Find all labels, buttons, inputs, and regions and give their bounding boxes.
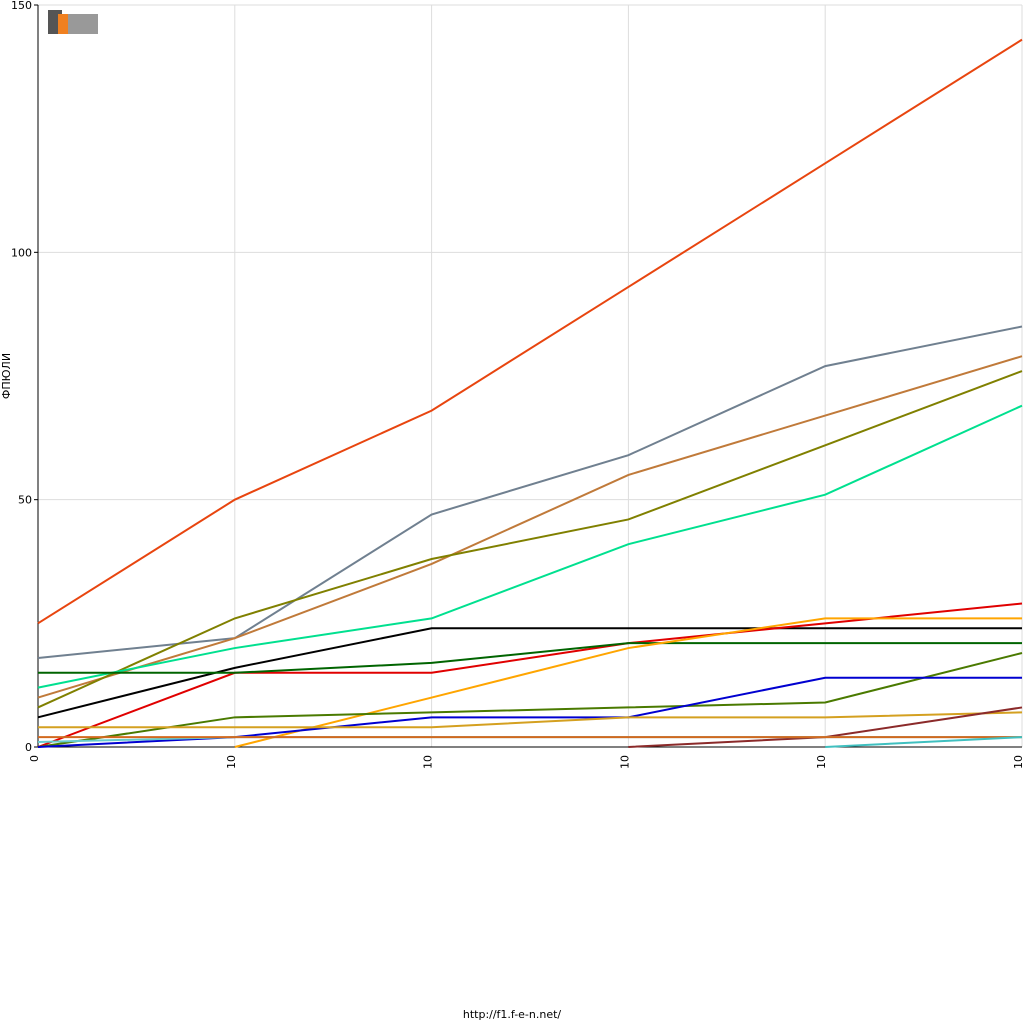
series-line — [38, 642, 1022, 674]
x-tick-label: 10 — [225, 755, 238, 769]
series-line — [37, 602, 1023, 748]
series-line — [38, 711, 1023, 729]
series-line — [37, 627, 1022, 719]
series-line — [825, 736, 1023, 748]
series-line — [37, 38, 1023, 625]
logo-block — [68, 14, 98, 34]
y-tick-label: 150 — [11, 0, 32, 12]
footer: http://f1.f-e-n.net/ — [463, 1008, 562, 1021]
y-tick-label: 0 — [25, 741, 32, 754]
series-line — [37, 404, 1023, 689]
x-tick-label: 10 — [1012, 755, 1024, 769]
series-line — [37, 355, 1023, 699]
y-tick-label: 100 — [11, 246, 32, 259]
series-line — [37, 652, 1023, 748]
y-axis-label: ФПЮЛИ — [0, 353, 13, 399]
x-tick-label: 10 — [422, 755, 435, 769]
series-line — [37, 325, 1023, 659]
y-tick-label: 50 — [18, 494, 32, 507]
logo — [48, 10, 98, 34]
series-line — [37, 370, 1023, 709]
x-tick-label: 10 — [618, 755, 631, 769]
x-tick-label: 10 — [815, 755, 828, 769]
x-tick-label: 0 — [28, 755, 41, 762]
